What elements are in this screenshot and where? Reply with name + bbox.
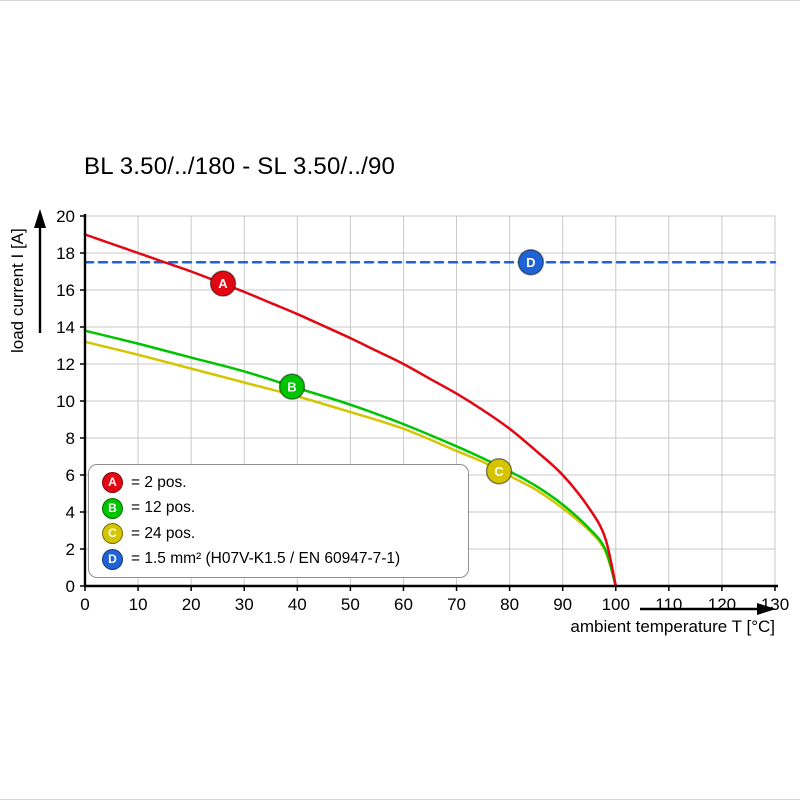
- curve-marker-letter-a: A: [218, 276, 228, 291]
- y-tick-label: 12: [56, 355, 75, 374]
- x-tick-label: 110: [655, 595, 682, 614]
- series-curve-a: [83, 233, 618, 588]
- legend-marker-a: A: [102, 472, 123, 494]
- y-tick-label: 18: [56, 244, 75, 263]
- x-tick-label: 50: [341, 595, 360, 614]
- y-tick-label: 2: [66, 540, 75, 559]
- legend-label-d: = 1.5 mm² (H07V-K1.5 / EN 60947-7-1): [131, 550, 401, 568]
- curve-marker-c: [485, 458, 513, 485]
- legend-label-a: = 2 pos.: [131, 473, 187, 491]
- y-tick-label: 16: [56, 281, 75, 300]
- x-tick-label: 20: [182, 595, 201, 614]
- y-axis-arrow-icon: [34, 209, 46, 228]
- legend-label-b: = 12 pos.: [131, 499, 196, 517]
- x-tick-label: 120: [708, 595, 736, 614]
- y-tick-label: 14: [56, 318, 75, 337]
- legend-item-b: B = 12 pos.: [102, 497, 462, 519]
- curve-marker-letter-d: D: [526, 255, 535, 270]
- curve-marker-letter-b: B: [287, 379, 296, 394]
- legend-item-d: D = 1.5 mm² (H07V-K1.5 / EN 60947-7-1): [102, 548, 462, 570]
- chart-title: BL 3.50/../180 - SL 3.50/../90: [84, 153, 396, 180]
- curve-marker-b: [278, 373, 306, 400]
- x-tick-label: 100: [602, 595, 630, 614]
- chart-legend: A = 2 pos. B = 12 pos. C = 24 pos. D = 1…: [88, 464, 469, 578]
- curve-marker-d: [517, 249, 545, 276]
- x-axis-label: ambient temperature T [°C]: [570, 617, 775, 636]
- legend-marker-c: C: [102, 523, 123, 545]
- x-tick-label: 40: [288, 595, 307, 614]
- x-tick-label: 0: [80, 595, 89, 614]
- y-tick-label: 10: [56, 392, 75, 411]
- x-tick-label: 90: [553, 595, 572, 614]
- legend-marker-d: D: [102, 548, 123, 570]
- series-curve-b: [83, 329, 618, 588]
- y-tick-label: 4: [66, 503, 75, 522]
- x-tick-label: 60: [394, 595, 413, 614]
- legend-marker-b: B: [102, 497, 123, 519]
- x-axis-arrow-icon: [757, 603, 776, 615]
- x-tick-label: 30: [235, 595, 254, 614]
- x-tick-label: 80: [500, 595, 519, 614]
- y-tick-label: 6: [66, 466, 75, 485]
- x-tick-label: 10: [129, 595, 148, 614]
- y-tick-label: 8: [66, 429, 75, 448]
- curve-marker-letter-c: C: [494, 464, 504, 479]
- legend-item-c: C = 24 pos.: [102, 523, 462, 545]
- series-curve-c: [83, 340, 618, 588]
- legend-item-a: A = 2 pos.: [102, 472, 462, 494]
- x-tick-label: 70: [447, 595, 466, 614]
- y-tick-label: 0: [66, 577, 75, 596]
- curve-marker-a: [209, 270, 237, 297]
- y-tick-label: 20: [56, 207, 75, 226]
- legend-label-c: = 24 pos.: [131, 524, 196, 542]
